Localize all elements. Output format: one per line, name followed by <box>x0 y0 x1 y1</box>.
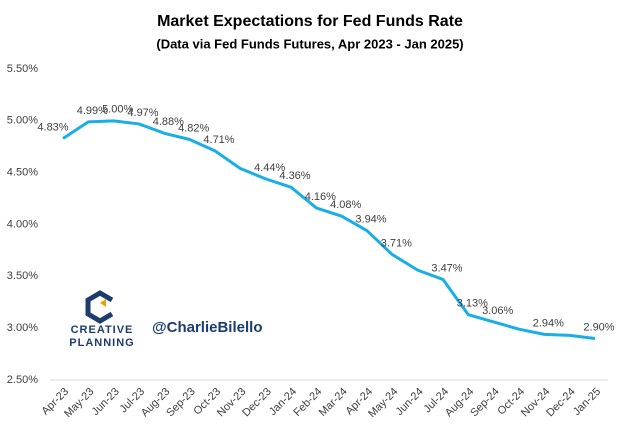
logo-text: PLANNING <box>69 337 134 349</box>
data-label: 4.36% <box>279 170 310 182</box>
logo-icon <box>85 290 114 324</box>
data-label: 3.94% <box>355 214 386 226</box>
data-label: 4.97% <box>127 107 158 119</box>
data-label: 3.47% <box>431 262 462 274</box>
data-label: 3.71% <box>381 237 412 249</box>
x-tick-label: Dec-24 <box>544 386 578 420</box>
x-tick-label: Sep-23 <box>164 386 198 420</box>
y-tick-label: 4.00% <box>7 218 38 230</box>
data-label: 2.94% <box>533 317 564 329</box>
y-tick-label: 2.50% <box>7 374 38 386</box>
chart-title: Market Expectations for Fed Funds Rate <box>157 13 463 30</box>
x-tick-label: Sep-24 <box>468 386 502 420</box>
data-label: 4.08% <box>330 199 361 211</box>
data-label: 2.90% <box>583 321 614 333</box>
y-tick-label: 3.50% <box>7 270 38 282</box>
y-tick-label: 4.50% <box>7 167 38 179</box>
data-label: 4.71% <box>203 134 234 146</box>
x-tick-label: Dec-23 <box>240 386 274 420</box>
x-tick-label: Jun-23 <box>90 386 122 418</box>
data-label: 3.06% <box>482 305 513 317</box>
line <box>62 119 596 341</box>
chart-subtitle: (Data via Fed Funds Futures, Apr 2023 - … <box>156 36 463 51</box>
data-label: 4.82% <box>178 122 209 134</box>
data-label: 4.88% <box>153 116 184 128</box>
data-label: 4.83% <box>37 121 68 133</box>
handle: @CharlieBilello <box>152 319 263 336</box>
data-label: 4.44% <box>254 162 285 174</box>
data-label: 5.00% <box>102 104 133 116</box>
x-tick-label: Jun-24 <box>394 386 426 418</box>
x-tick-label: Mar-24 <box>317 386 350 419</box>
data-label: 3.13% <box>457 298 488 310</box>
data-label: 4.99% <box>77 105 108 117</box>
logo-accent <box>100 299 106 307</box>
x-tick-label: Jan-25 <box>571 386 603 418</box>
y-tick-label: 5.00% <box>7 115 38 127</box>
logo-text: CREATIVE <box>71 324 134 336</box>
y-tick-label: 5.50% <box>7 63 38 75</box>
data-label: 4.16% <box>305 191 336 203</box>
logo <box>85 290 114 324</box>
y-tick-label: 3.00% <box>7 322 38 334</box>
